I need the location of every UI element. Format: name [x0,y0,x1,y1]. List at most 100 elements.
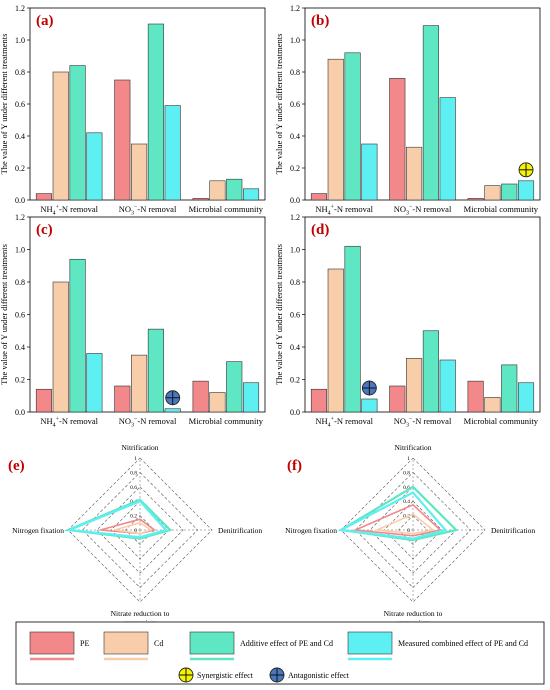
panel-label: (e) [8,458,25,474]
radar-grid [398,515,428,545]
bar-panel-b: 0.0 0.2 0.4 0.6 0.8 1.0 1.2 The value of Y unde… [274,4,541,217]
category-label: NH4+-N removal [315,416,373,429]
bar-additive [226,178,243,201]
radar-tick-label: 0.6 [130,485,137,491]
radar-series-cd [114,521,153,535]
bar-pe [114,385,131,413]
y-tick-label: 1.0 [15,36,25,45]
legend-label-measured: Measured combined effect of PE and Cd [398,639,528,648]
y-tick-label: 1.0 [15,245,25,254]
radar-axis-label: Denitrification [218,526,262,535]
bar-cd [327,268,344,413]
bar-cd [52,281,69,413]
radar-panel-f: (f)00.20.40.60.81NitrificationDenitrific… [285,443,535,627]
bar-measured [517,180,535,201]
bar-cd [209,180,226,201]
bar-panel-c: 0.0 0.2 0.4 0.6 0.8 1.0 1.2 The value of Y unde… [0,213,266,429]
bar-additive [501,183,518,201]
radar-axis-label: Nitrate reduction to [111,609,170,618]
bar-cd [209,392,226,413]
category-label: Microbial community [189,416,264,426]
category-label: Microbial community [464,204,539,214]
radar-tick-label: 0.6 [403,485,410,491]
bar-pe [35,388,53,413]
panel-label: (d) [311,222,329,238]
radar-tick-label: 1 [134,456,137,462]
bar-additive [226,361,243,413]
bar-measured [86,132,103,201]
bar-measured [164,408,181,413]
bar-pe [467,198,484,201]
synergistic-marker [518,162,534,178]
panel-label: (b) [311,13,329,29]
bar-additive [147,328,164,413]
bar-additive [422,330,439,413]
bar-measured [242,382,260,413]
y-tick-label: 0.8 [15,68,25,77]
y-tick-label: 0.6 [15,100,25,109]
y-tick-label: 1.2 [290,213,300,222]
bar-pe [192,198,209,201]
y-tick-label: 0.8 [290,278,300,287]
y-tick-label: 1.2 [15,213,25,222]
bar-cd [484,397,501,413]
y-axis-label: The value of Y under different treatment… [274,244,284,385]
y-tick-label: 1.2 [290,4,300,13]
bar-measured [361,398,378,413]
y-tick-label: 0.2 [290,375,300,384]
bar-additive [69,258,86,413]
legend-swatch-measured [347,631,393,655]
category-label: NO3−-N removal [119,416,177,429]
category-label: Microbial community [189,204,264,214]
radar-tick-label: 1 [407,456,410,462]
legend-antagonistic-marker [269,667,285,683]
bar-cd [131,143,148,201]
radar-series-additive [337,485,459,542]
bar-additive [147,23,164,201]
bar-additive [344,245,361,413]
panel-label: (f) [287,458,302,474]
category-label: NO3−-N removal [394,416,452,429]
radar-tick-label: 0.8 [403,470,410,476]
y-tick-label: 0.6 [290,100,300,109]
y-axis-label: The value of Y under different treatment… [0,244,9,385]
y-tick-label: 0.8 [290,68,300,77]
legend-label-synergistic: Synergistic effect [197,671,254,680]
radar-grid [96,486,184,574]
y-tick-label: 1.0 [290,245,300,254]
radar-tick-label: 0 [407,528,410,534]
bar-pe [114,79,131,201]
legend-swatch-additive [189,631,235,655]
y-tick-label: 0.0 [15,196,25,205]
y-tick-label: 0.4 [15,132,25,141]
bar-pe [389,385,406,413]
bar-panel-d: 0.0 0.2 0.4 0.6 0.8 1.0 1.2 The value of Y unde… [274,213,541,429]
legend-swatch-cd [103,631,149,655]
bar-pe [389,78,406,201]
y-axis-label: The value of Y under different treatment… [274,34,284,175]
bar-cd [484,185,501,201]
radar-axis-label: Denitrification [491,526,535,535]
radar-axis-label: Nitrification [121,443,158,452]
radar-panel-e: (e)00.20.40.60.81NitrificationDenitrific… [8,443,262,627]
y-tick-label: 0.4 [290,132,300,141]
y-tick-label: 0.6 [290,310,300,319]
y-axis-label: The value of Y under different treatment… [0,34,9,175]
radar-grid [67,457,213,603]
y-tick-label: 0.6 [15,310,25,319]
y-tick-label: 0.0 [15,408,25,417]
radar-grid [340,457,486,603]
legend-label-antagonistic: Antagonistic effect [288,671,350,680]
bar-additive [344,52,361,201]
bar-measured [517,382,535,413]
bar-measured [361,143,378,201]
bar-panel-a: 0.0 0.2 0.4 0.6 0.8 1.0 1.2 The value of Y unde… [0,4,266,217]
category-label: NH4+-N removal [40,204,98,217]
bar-measured [439,97,456,201]
radar-tick-label: 0 [134,528,137,534]
category-label: Microbial community [464,416,539,426]
bar-measured [86,353,103,413]
bar-pe [35,193,53,201]
bar-cd [406,146,423,201]
y-tick-label: 1.2 [15,4,25,13]
